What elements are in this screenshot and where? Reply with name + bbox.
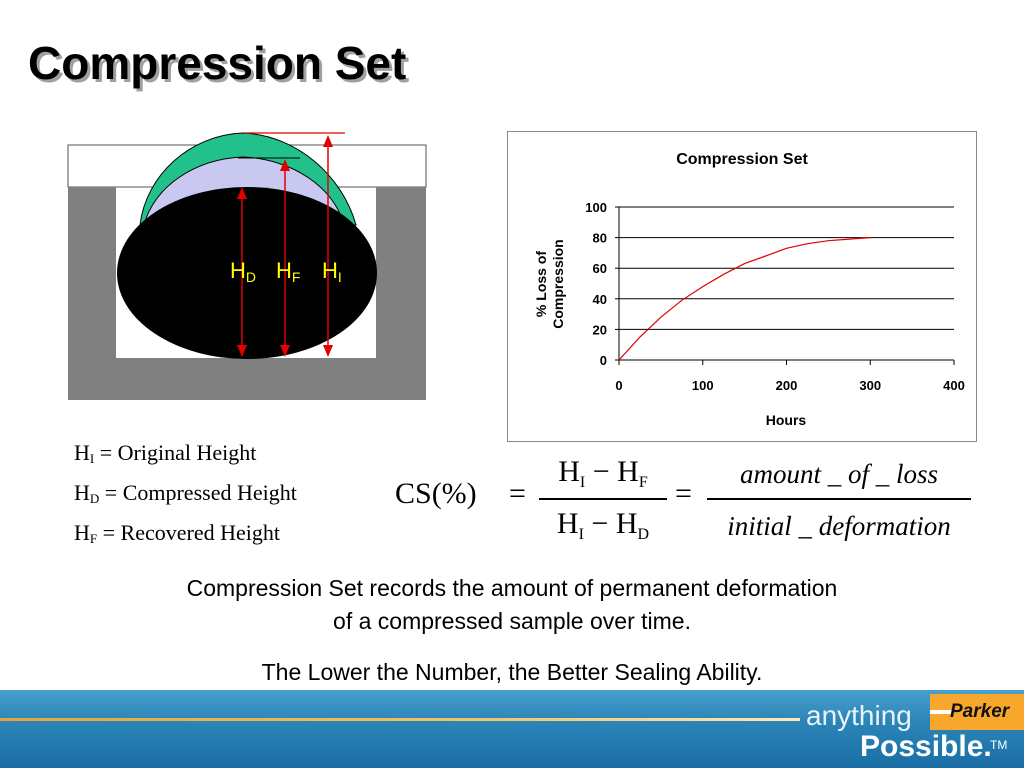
tick-label-y-40: 40	[593, 292, 607, 307]
series-line-0	[618, 237, 871, 361]
fraction-numerator-heights: HI − HF	[558, 455, 648, 491]
fraction-denominator-words: initial _ deformation	[727, 511, 951, 541]
gland-groove	[68, 187, 426, 400]
formula-lhs: CS(%)	[395, 477, 477, 510]
oring-compressed	[117, 187, 377, 359]
height-definitions: HI = Original Height HD = Compressed Hei…	[74, 436, 297, 556]
compression-set-chart: Compression Set Hours % Loss of Compress…	[507, 131, 977, 442]
footer-banner: anything Parker Possible. TM	[0, 690, 1024, 768]
label-hd: HD	[230, 258, 256, 285]
parker-logo: Parker	[930, 694, 1024, 730]
caption-line-2: of a compressed sample over time.	[333, 608, 691, 634]
tick-label-y-60: 60	[593, 261, 607, 276]
chart-title: Compression Set	[676, 151, 808, 168]
fraction-denominator-heights: HI − HD	[556, 507, 650, 543]
caption-conclusion: The Lower the Number, the Better Sealing…	[261, 659, 763, 685]
tick-label-y-100: 100	[585, 200, 607, 215]
recovered-height-arrow	[280, 159, 290, 357]
fraction-bar	[707, 498, 971, 500]
chart-xlabel: Hours	[766, 412, 807, 428]
formula-height-fraction: HI − HF HI − HD	[539, 455, 667, 550]
formula-word-fraction: amount _ of _ loss initial _ deformation	[707, 455, 971, 550]
tick-label-y-0: 0	[600, 353, 607, 368]
parker-logo-text: Parker	[950, 701, 1010, 722]
footer-possible-text: Possible.	[860, 730, 992, 763]
label-hf: HF	[276, 258, 300, 285]
tick-label-x-200: 200	[776, 378, 798, 393]
chart-ylabel: % Loss of Compression	[533, 239, 566, 328]
definition-compressed-height: HD = Compressed Height	[74, 480, 297, 506]
tick-label-x-0: 0	[615, 378, 622, 393]
formula-equals-2: =	[675, 477, 692, 510]
chart-svg: Compression Set Hours % Loss of Compress…	[533, 151, 965, 428]
original-height-arrow	[323, 135, 333, 357]
caption-line-1: Compression Set records the amount of pe…	[186, 575, 838, 601]
tick-label-y-80: 80	[593, 231, 607, 246]
definition-recovered-height: HF = Recovered Height	[74, 520, 280, 546]
oring-gland-diagram: HD HF HI	[67, 132, 427, 400]
tick-label-x-100: 100	[692, 378, 714, 393]
footer-stripe	[0, 718, 800, 721]
label-hi: HI	[322, 258, 342, 285]
footer-trademark: TM	[990, 738, 1008, 752]
fraction-numerator-words: amount _ of _ loss	[739, 459, 939, 489]
tick-label-y-20: 20	[593, 322, 607, 337]
footer-anything-text: anything	[806, 700, 912, 731]
tick-label-x-300: 300	[859, 378, 881, 393]
chart-ylabel-line2: Compression	[550, 239, 566, 328]
caption-description: Compression Set records the amount of pe…	[0, 572, 1024, 638]
formula-equals-1: =	[509, 477, 526, 510]
definition-original-height: HI = Original Height	[74, 440, 257, 466]
tick-label-x-400: 400	[943, 378, 965, 393]
chart-ylabel-line1: % Loss of	[533, 251, 549, 317]
slide-title: Compression Set	[28, 37, 407, 89]
fraction-bar	[539, 498, 667, 500]
compressed-height-arrow	[237, 187, 247, 357]
